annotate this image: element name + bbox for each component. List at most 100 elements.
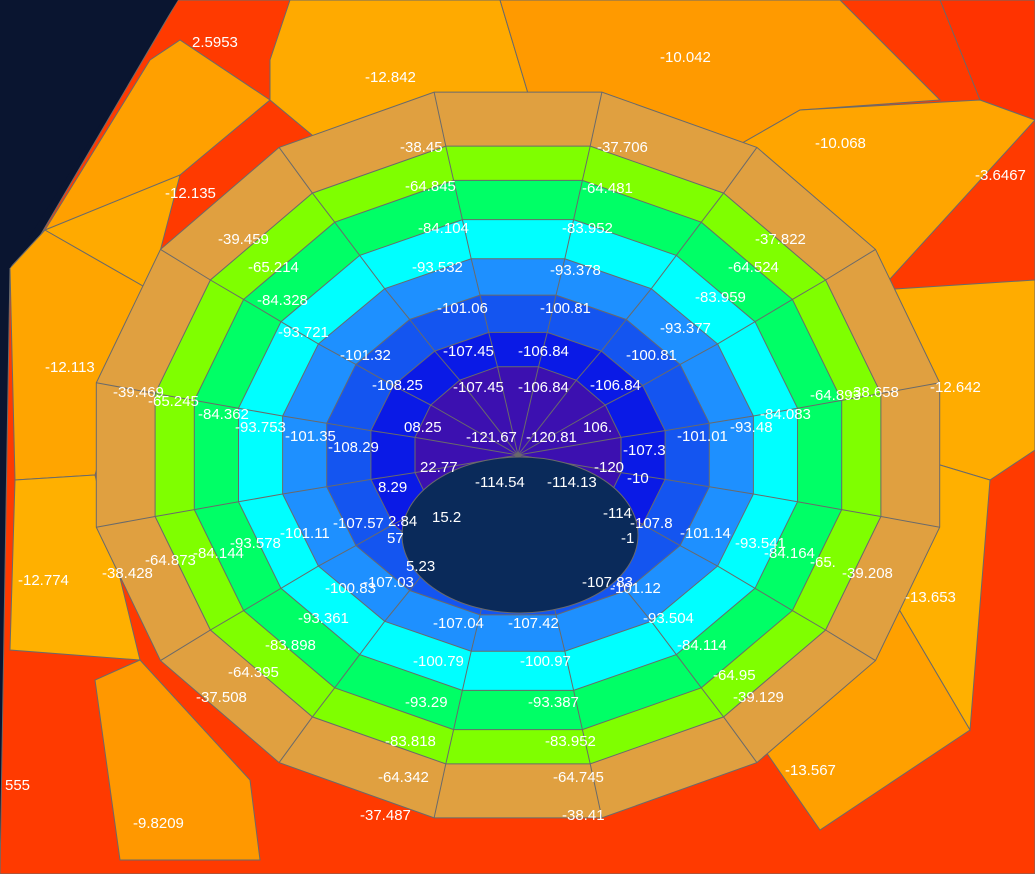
value-label: -83.818 [385,733,436,750]
value-label: -107.04 [433,615,484,632]
mesh-edge [797,399,842,409]
value-label: 08.25 [404,419,442,436]
mesh-cell-orange-left-mid [43,174,181,291]
mesh-edge [238,407,283,417]
value-label: 22.77 [420,459,458,476]
value-label: -93.377 [660,320,711,337]
mesh-edge [280,321,319,345]
value-label: -38.658 [848,384,899,401]
mesh-edge [880,382,940,394]
mesh-edge [470,614,481,652]
mesh-edge [650,255,677,290]
contour-rings [95,91,941,819]
value-label: -120 [594,459,624,476]
mesh-edge [430,404,519,456]
value-label: -64.893 [810,387,861,404]
mesh-edge [825,248,876,281]
mesh-edge [717,565,756,589]
value-label: -114.54 [475,474,525,491]
value-label: -108.25 [372,377,423,394]
central-hole [401,456,639,614]
value-label: -84.114 [677,637,727,654]
value-label: -101.01 [677,428,728,445]
mesh-edge [517,366,539,456]
mesh-edge [445,145,455,181]
mesh-edge [155,509,195,517]
value-label: -101.06 [437,300,488,317]
mesh-edge [210,279,244,300]
value-label: 15.2 [432,509,461,526]
value-label: 8.29 [378,479,407,496]
mesh-edge [318,343,357,365]
value-label: -107.83 [582,574,633,591]
value-label: -10.068 [815,135,866,152]
value-label: -107.3 [623,442,666,459]
value-label: -93.29 [405,694,448,711]
mesh-edge [384,288,411,320]
value-label: -100.97 [520,653,571,670]
mesh-edge [625,288,652,320]
value-label: -107.57 [333,515,384,532]
mesh-edge [326,422,371,432]
value-label: -106.84 [518,343,569,360]
value-label: -37.706 [597,139,648,156]
mesh-edge [723,147,758,194]
mesh-edge [278,147,313,194]
mesh-edge [600,319,627,352]
mesh-edge [312,192,336,223]
value-label: -39.208 [842,565,893,582]
value-label: -107.45 [443,343,494,360]
mesh-edge [717,321,756,345]
value-label: -39.469 [113,384,164,401]
value-label: -64.481 [582,180,633,197]
mesh-edge [282,415,327,424]
mesh-edge [470,258,481,296]
mesh-edge [564,219,575,259]
mesh-edge [370,430,416,438]
value-label: -12.774 [18,572,69,589]
mesh-edge [243,298,282,323]
value-label: 5.23 [406,558,435,575]
mesh-edge [210,610,244,631]
value-label: -3.6467 [975,167,1026,184]
mesh-edge [575,350,602,381]
mesh-edge [517,404,606,456]
value-label: -65. [810,554,836,571]
mesh-edge [581,145,591,181]
value-label: -101.14 [680,525,731,542]
mesh-edge [825,629,876,662]
value-label: -38.428 [102,565,153,582]
value-label: -101.11 [280,525,330,542]
mesh-edge [581,729,591,765]
mesh-edge [453,180,463,220]
mesh-edge [318,545,357,567]
value-labels: 2.5953 -12.842 -10.042 -10.068 -3.6467 -12.13… [5,34,1026,832]
mesh-edge [282,486,327,495]
mesh-cell-orange-bottom-left [94,659,261,861]
value-label: -83.898 [265,637,316,654]
value-label: -108.29 [328,439,379,456]
value-label: -93.504 [643,610,694,627]
mesh-edge [243,587,282,612]
value-label: -101.12 [610,580,661,597]
value-label: -114.13 [547,474,597,491]
value-label: -93.721 [278,324,329,341]
value-label: -64.745 [553,769,604,786]
mesh-edge [605,385,643,406]
mesh-edge [96,516,156,528]
mesh-edge [642,523,681,547]
value-label: -10.042 [660,49,711,66]
value-label: -84.362 [198,406,249,423]
value-label: -84.144 [193,545,244,562]
value-label: -64.395 [228,664,279,681]
value-label: -13.567 [785,762,836,779]
value-label: -100.83 [325,580,376,597]
mesh-edge [414,436,519,456]
mesh-edge [517,379,577,456]
value-label: -84.104 [418,220,469,237]
mesh-edge [459,379,519,456]
mesh-edge [675,221,702,256]
value-label: -100.81 [540,300,591,317]
